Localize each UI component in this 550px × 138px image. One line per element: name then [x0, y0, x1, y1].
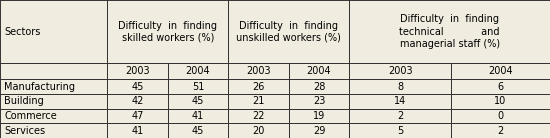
Text: 51: 51 — [192, 82, 204, 92]
Text: 47: 47 — [131, 111, 144, 121]
Text: 26: 26 — [252, 82, 265, 92]
Text: 2: 2 — [397, 111, 403, 121]
Text: 41: 41 — [192, 111, 204, 121]
Text: 22: 22 — [252, 111, 265, 121]
Text: 2003: 2003 — [246, 66, 271, 76]
Text: Sectors: Sectors — [4, 27, 41, 37]
Text: Difficulty  in  finding
skilled workers (%): Difficulty in finding skilled workers (%… — [118, 21, 217, 43]
Text: 14: 14 — [394, 96, 406, 106]
Text: Services: Services — [4, 126, 46, 136]
Text: 42: 42 — [131, 96, 144, 106]
Text: Difficulty  in  finding
technical            and
managerial staff (%): Difficulty in finding technical and mana… — [399, 14, 500, 49]
Text: 5: 5 — [397, 126, 403, 136]
Text: 19: 19 — [313, 111, 325, 121]
Text: Difficulty  in  finding
unskilled workers (%): Difficulty in finding unskilled workers … — [236, 21, 341, 43]
Text: 20: 20 — [252, 126, 265, 136]
Text: 23: 23 — [313, 96, 325, 106]
Text: 10: 10 — [494, 96, 507, 106]
Text: 2003: 2003 — [125, 66, 150, 76]
Text: 28: 28 — [313, 82, 325, 92]
Text: Manufacturing: Manufacturing — [4, 82, 75, 92]
Text: 41: 41 — [131, 126, 144, 136]
Text: 45: 45 — [192, 96, 204, 106]
Text: Building: Building — [4, 96, 44, 106]
Text: 6: 6 — [497, 82, 504, 92]
Text: 45: 45 — [192, 126, 204, 136]
Text: 45: 45 — [131, 82, 144, 92]
Text: 2003: 2003 — [388, 66, 412, 76]
Text: Commerce: Commerce — [4, 111, 57, 121]
Text: 2004: 2004 — [186, 66, 210, 76]
Text: 2: 2 — [497, 126, 504, 136]
Text: 2004: 2004 — [307, 66, 331, 76]
Text: 2004: 2004 — [488, 66, 513, 76]
Text: 8: 8 — [397, 82, 403, 92]
Text: 29: 29 — [313, 126, 325, 136]
Text: 21: 21 — [252, 96, 265, 106]
Text: 0: 0 — [497, 111, 504, 121]
